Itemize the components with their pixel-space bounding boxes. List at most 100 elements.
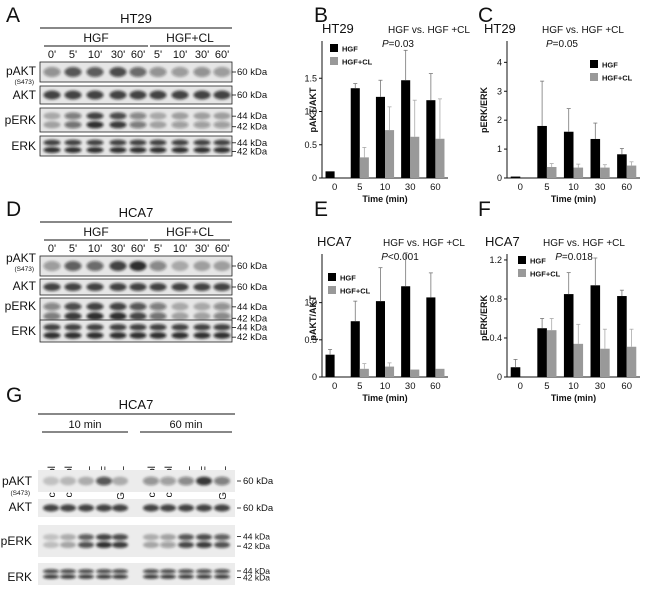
blot-band (64, 112, 82, 120)
blot-band (193, 283, 211, 291)
blot-band (213, 67, 231, 77)
blot-band (64, 90, 82, 100)
x-tick-label: 30 (595, 182, 606, 193)
row-sublabel: (S473) (14, 266, 34, 273)
blot-band (43, 112, 61, 120)
legend-swatch (518, 269, 526, 277)
blot-band (64, 139, 82, 146)
blot-band (112, 533, 128, 541)
y-tick-label: 1.2 (489, 255, 502, 265)
lane-label: 10' (88, 243, 102, 255)
molecular-weight-label: 60 kDa (237, 261, 268, 272)
blot-cell-line-title: HT29 (120, 11, 152, 26)
panel-letter-g: G (6, 384, 22, 407)
x-tick-label: 10 (568, 381, 579, 392)
x-tick-label: 5 (544, 182, 549, 193)
blot-band (196, 504, 212, 512)
blot-band (143, 476, 159, 486)
blot-band (60, 476, 76, 486)
blot-band (160, 476, 176, 486)
bar-hgf-cl (385, 366, 395, 377)
row-label: pAKT (6, 251, 37, 265)
blot-band (129, 332, 147, 339)
y-tick-label: 1 (497, 144, 502, 154)
bar-hgf-cl (600, 348, 610, 377)
blot-band (96, 569, 112, 574)
row-label: pERK (5, 113, 36, 127)
blot-band (60, 569, 76, 574)
blot-band (171, 139, 189, 146)
x-tick-label: 0 (518, 182, 523, 193)
row-sublabel: (S473) (10, 490, 30, 497)
bar-hgf-cl (626, 346, 637, 377)
bar-hgf-cl (385, 130, 395, 178)
row-sublabel: (S473) (14, 79, 34, 86)
blot-band (149, 90, 167, 100)
blot-band (196, 533, 212, 541)
bar-hgf (426, 297, 436, 377)
bar-hgf (350, 321, 360, 377)
bar-hgf (537, 328, 547, 377)
chart-panel-c: HT29 HGF vs. HGF +CL P=0.05 0 1 2 3 4 pERK/ERK 0 5… (479, 21, 640, 204)
blot-band (109, 90, 127, 100)
bar-hgf (590, 138, 601, 178)
blot-band (171, 302, 189, 311)
blot-band (160, 569, 176, 574)
blot-band (86, 323, 104, 331)
blot-band (129, 121, 147, 129)
chart-panel-f: HCA7 HGF vs. HGF +CL P=0.018 0 0.4 0.8 1.2 pERK… (479, 234, 640, 403)
blot-band (129, 261, 147, 271)
p-rest: =0.03 (389, 39, 415, 50)
panel-letter-c: C (478, 4, 493, 27)
x-tick-label: 0 (332, 182, 337, 193)
y-tick-label: 0.5 (304, 140, 317, 150)
group-label: HGF (83, 31, 108, 45)
x-tick-label: 5 (544, 381, 549, 392)
blot-band (129, 302, 147, 311)
blot-band (143, 533, 159, 541)
blot-band (86, 312, 104, 321)
chart-comparison-label: HGF vs. HGF +CL (543, 238, 625, 249)
bar-hgf (563, 131, 574, 178)
blot-band (43, 323, 61, 331)
x-tick-label: 5 (357, 182, 362, 193)
blot-band (78, 504, 94, 512)
blot-band (193, 302, 211, 311)
blot-band (109, 312, 127, 321)
blot-band (213, 139, 231, 146)
blot-band (149, 312, 167, 321)
row-label: pERK (1, 534, 32, 548)
blot-band (193, 121, 211, 129)
blot-band (43, 139, 61, 146)
x-tick-label: 0 (332, 381, 337, 392)
blot-strip (38, 499, 235, 517)
blot-band (214, 574, 230, 579)
blot-band (178, 569, 194, 574)
panel-letter-b: B (314, 4, 328, 27)
bar-hgf-cl (410, 369, 420, 377)
molecular-weight-label: 42 kDa (237, 122, 268, 133)
blot-band (129, 147, 147, 153)
blot-strip (39, 319, 233, 343)
y-tick-label: 0 (497, 372, 502, 382)
y-tick-label: 4 (497, 57, 502, 67)
blot-band (193, 112, 211, 120)
blot-band (64, 283, 82, 291)
blot-band (86, 261, 104, 271)
blot-band (129, 112, 147, 120)
blot-band (171, 121, 189, 129)
chart-p-value: P<0.001 (381, 252, 419, 263)
blot-band (109, 139, 127, 146)
blot-band (149, 302, 167, 311)
blot-band (171, 67, 189, 77)
panel-letter-a: A (6, 4, 20, 27)
y-tick-label: 0.5 (304, 335, 317, 345)
blot-band (109, 283, 127, 291)
blot-band (149, 323, 167, 331)
bar-hgf (401, 286, 411, 377)
blot-band (171, 147, 189, 153)
lane-label: 30' (195, 243, 209, 255)
bar-hgf-cl (410, 136, 420, 178)
blot-band (64, 323, 82, 331)
blot-band (143, 569, 159, 574)
